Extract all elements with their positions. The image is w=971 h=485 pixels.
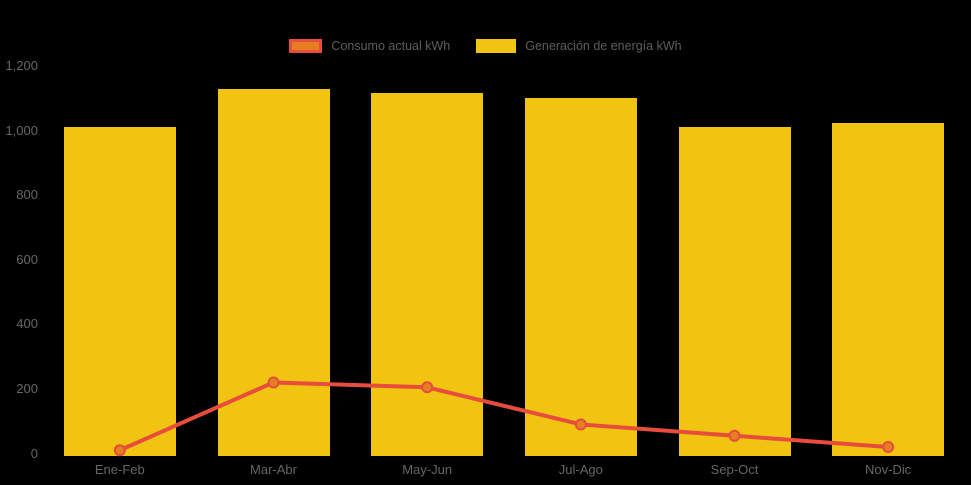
y-axis-tick-label: 1,000 [5,122,38,138]
x-axis-category-label: May-Jun [402,462,453,477]
chart-legend: Consumo actual kWh Generación de energía… [0,39,971,53]
generation-bar-Mar-Abr[interactable] [217,88,330,456]
x-axis-category-label: Nov-Dic [865,462,912,477]
generation-bar-Jul-Ago[interactable] [524,98,637,456]
y-axis-tick-label: 1,200 [5,58,38,73]
x-axis-category-label: Sep-Oct [710,462,759,477]
generacion-bar-swatch-icon [476,39,517,53]
generation-bar-Nov-Dic[interactable] [832,122,945,456]
x-axis-category-label: Jul-Ago [558,462,603,477]
legend-label-generacion: Generación de energía kWh [525,39,682,53]
y-axis-tick-label: 200 [16,380,38,396]
y-axis-tick-label: 0 [30,445,38,461]
y-axis-tick-label: 400 [16,316,38,332]
generation-bar-May-Jun[interactable] [371,93,484,456]
generation-bar-Sep-Oct[interactable] [678,127,791,456]
x-axis-category-label: Mar-Abr [250,462,297,477]
x-axis-category-label: Ene-Feb [94,462,145,477]
consumo-line-swatch-icon [289,39,323,53]
legend-item-consumo[interactable]: Consumo actual kWh [289,39,450,53]
y-axis-tick-label: 600 [16,251,38,267]
generation-bar-Ene-Feb[interactable] [63,127,176,456]
y-axis-tick-label: 800 [16,187,38,203]
legend-label-consumo: Consumo actual kWh [331,39,451,53]
legend-item-generacion[interactable]: Generación de energía kWh [476,39,682,53]
